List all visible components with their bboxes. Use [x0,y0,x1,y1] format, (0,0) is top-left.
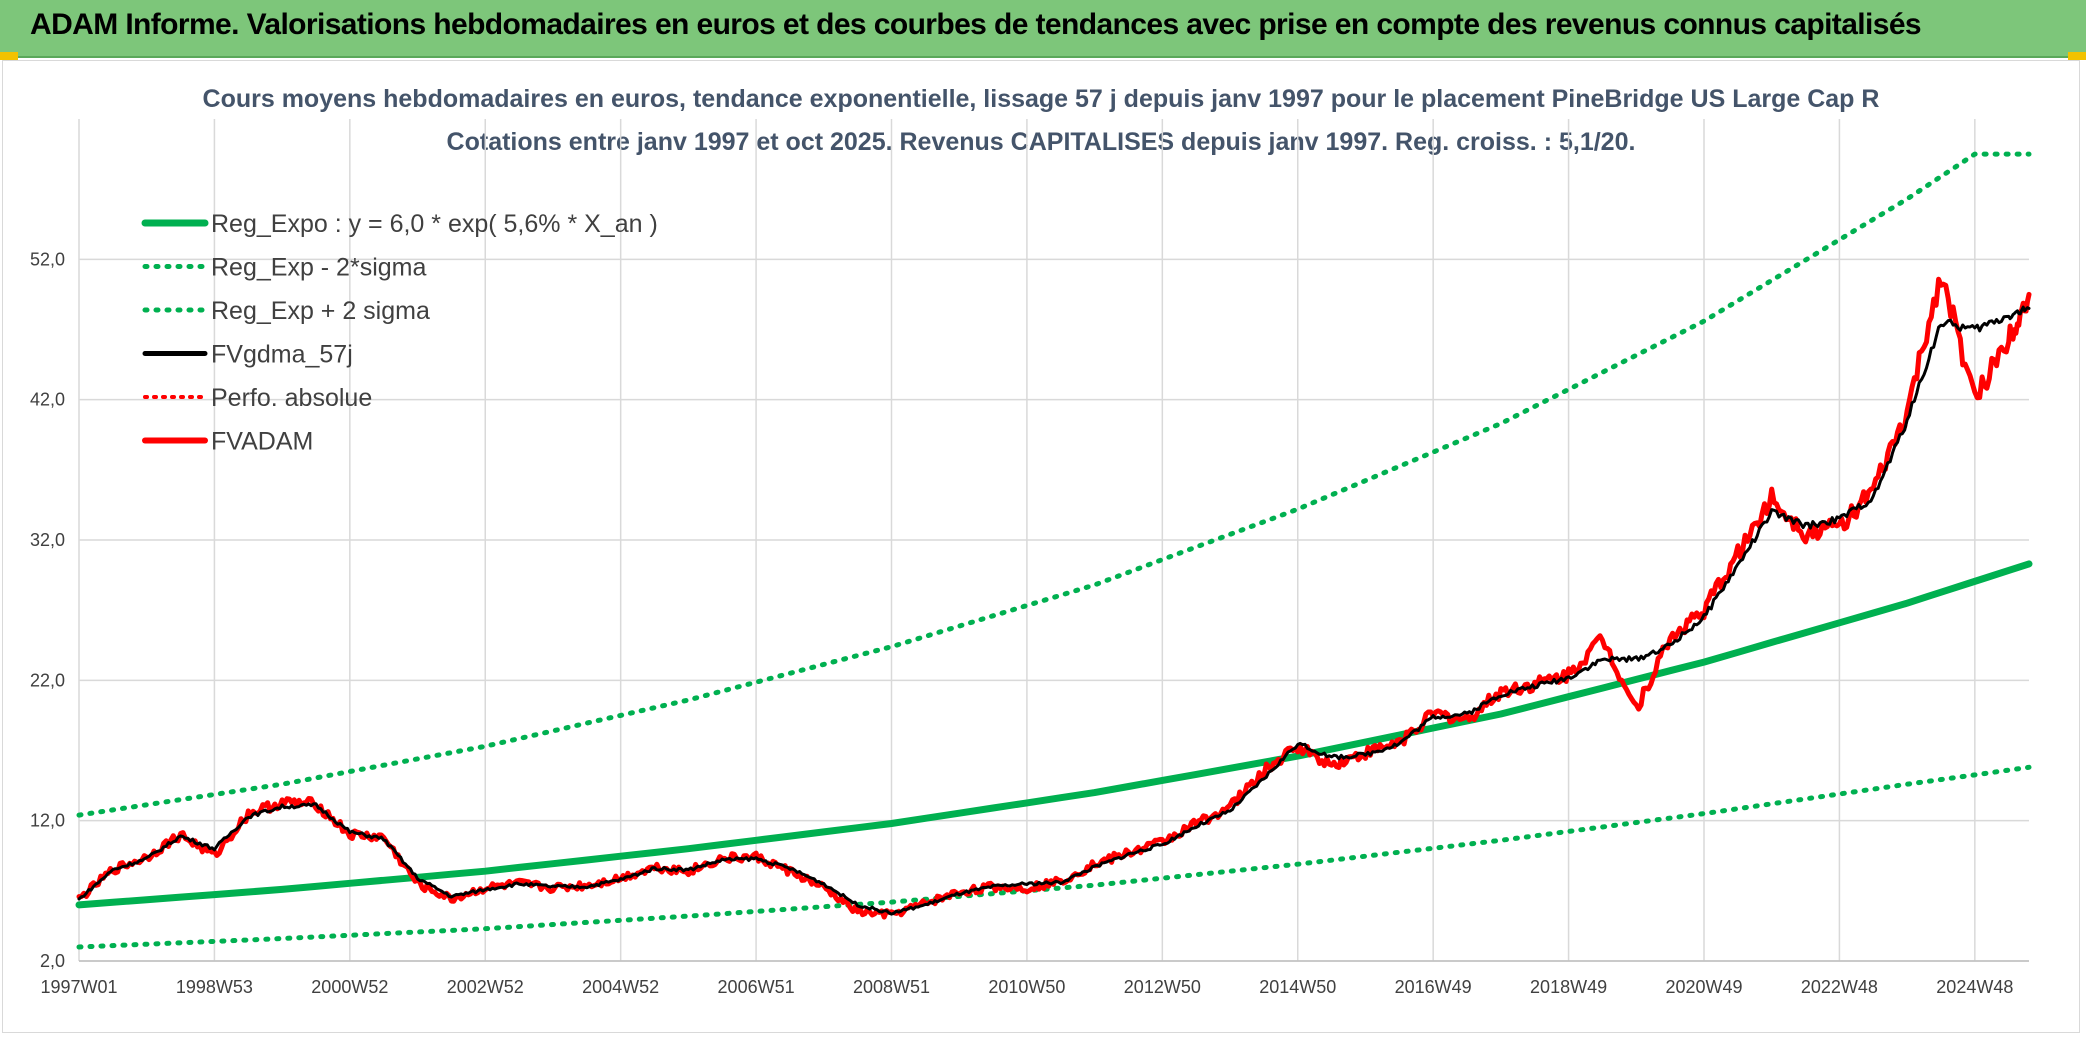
y-tick-label: 52,0 [30,249,65,269]
chart-title: Cours moyens hebdomadaires en euros, ten… [203,85,1880,113]
legend-label: Reg_Exp - 2*sigma [211,254,426,282]
x-tick-label: 2010W50 [988,977,1065,997]
series-reg-expo-line [75,560,2033,909]
series-fvgdma-line [77,305,2031,916]
report-title: ADAM Informe. Valorisations hebdomadaire… [30,8,1922,41]
chart-grid [78,119,2029,962]
x-tick-label: 2002W52 [447,977,524,997]
x-tick-label: 2000W52 [311,977,388,997]
legend-label: Perfo. absolue [211,384,372,412]
y-tick-label: 12,0 [30,811,65,831]
x-tick-label: 2014W50 [1259,977,1336,997]
legend-label: FVADAM [211,428,313,456]
x-tick-label: 2022W48 [1801,977,1878,997]
x-tick-label: 2012W50 [1124,977,1201,997]
x-tick-label: 2018W49 [1530,977,1607,997]
report-banner: ADAM Informe. Valorisations hebdomadaire… [0,0,2086,58]
x-tick-label: 2004W52 [582,977,659,997]
corner-marker-left [0,52,18,60]
chart-series [75,151,2033,950]
x-tick-label: 2024W48 [1936,977,2013,997]
chart-legend: Reg_Expo : y = 6,0 * exp( 5,6% * X_an ) R… [141,210,658,456]
legend-label: Reg_Expo : y = 6,0 * exp( 5,6% * X_an ) [211,210,658,238]
chart-area: Cours moyens hebdomadaires en euros, ten… [2,60,2080,1033]
x-tick-label: 2006W51 [718,977,795,997]
corner-marker-right [2068,52,2086,60]
chart-axes: 2,0 12,0 22,0 32,0 42,0 52,0 1997W01 1998W53 200… [30,249,2029,997]
x-tick-label: 1998W53 [176,977,253,997]
series-reg-plus-2sigma-line [76,151,2032,818]
line-chart: Cours moyens hebdomadaires en euros, ten… [30,85,2033,997]
chart-subtitle: Cotations entre janv 1997 et oct 2025. R… [447,128,1636,156]
y-tick-label: 32,0 [30,530,65,550]
x-tick-label: 2020W49 [1665,977,1742,997]
y-tick-label: 2,0 [40,951,65,971]
legend-label: Reg_Exp + 2 sigma [211,297,430,325]
y-tick-label: 42,0 [30,390,65,410]
legend-label: FVgdma_57j [211,341,353,369]
x-tick-label: 2016W49 [1395,977,1472,997]
y-tick-label: 22,0 [30,670,65,690]
series-reg-minus-2sigma-line [76,764,2032,950]
x-tick-label: 2008W51 [853,977,930,997]
x-tick-label: 1997W01 [40,977,117,997]
